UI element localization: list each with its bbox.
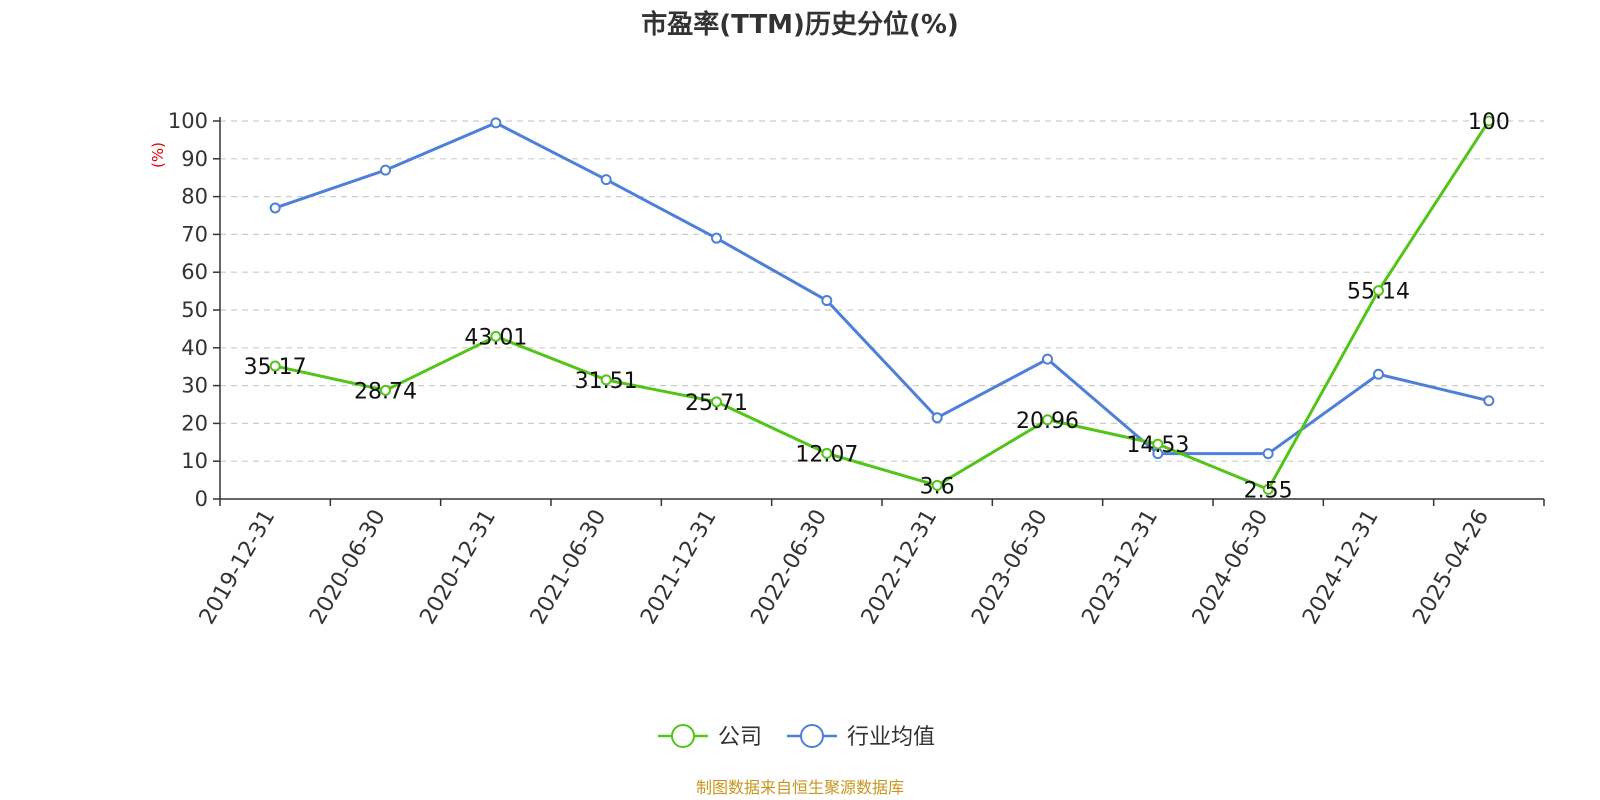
chart-title: 市盈率(TTM)历史分位(%) [641, 9, 959, 40]
data-point [380, 384, 391, 396]
x-tick-label: 2020-06-30 [305, 506, 391, 629]
data-point [490, 330, 502, 342]
y-tick-label: 70 [181, 222, 208, 246]
legend-item-industry-average[interactable]: 行业均值 [787, 724, 935, 750]
x-tick-label: 2021-12-31 [636, 506, 722, 629]
data-label: 55.14 [1347, 280, 1410, 305]
data-label: 25.71 [685, 391, 748, 416]
data-point [600, 174, 612, 186]
data-label: 2.55 [1244, 478, 1293, 503]
data-point [600, 374, 612, 386]
data-point [1042, 353, 1053, 365]
y-tick-label: 20 [181, 411, 208, 435]
y-tick-label: 10 [181, 449, 208, 473]
y-tick-label: 30 [181, 374, 208, 398]
data-point [1483, 115, 1495, 127]
x-tick-label: 2020-12-31 [415, 506, 501, 629]
data-point [1483, 395, 1495, 407]
data-point [1262, 448, 1274, 460]
y-tick-label: 40 [181, 336, 208, 360]
data-label: 100 [1468, 110, 1510, 135]
x-tick-label: 2021-06-30 [526, 506, 612, 629]
legend-item-company[interactable]: 公司 [658, 724, 762, 750]
legend-label: 公司 [718, 725, 762, 750]
data-point [490, 117, 502, 129]
x-axis: 2019-12-31 2020-06-30 2020-12-31 2021-06-30… [195, 498, 1545, 629]
data-point [1152, 438, 1164, 450]
series-line [274, 120, 1491, 491]
data-point [1262, 483, 1274, 495]
legend: 公司 行业均值 [658, 724, 935, 750]
data-label: 20.96 [1016, 409, 1079, 434]
x-tick-label: 2023-06-30 [967, 506, 1053, 629]
data-point [711, 396, 722, 408]
grid-lines [220, 120, 1544, 462]
x-tick-label: 2024-12-31 [1298, 506, 1384, 629]
x-tick-label: 2019-12-31 [195, 506, 281, 629]
y-tick-label: 60 [181, 260, 208, 284]
data-point [931, 412, 943, 424]
y-axis: 0 10 20 30 40 50 60 70 80 90 100 [168, 109, 221, 511]
legend-marker [671, 724, 695, 748]
source-note: 制图数据来自恒生聚源数据库 [696, 778, 904, 797]
series-line [274, 121, 1490, 456]
y-tick-label: 50 [181, 298, 208, 322]
x-tick-label: 2022-06-30 [746, 506, 832, 629]
data-labels: 35.17 28.74 43.01 31.51 25.71 12.07 3.6 20.96 14… [244, 110, 1510, 503]
legend-label: 行业均值 [847, 725, 935, 750]
data-point [931, 479, 943, 491]
y-tick-label: 100 [168, 109, 208, 133]
data-label: 14.53 [1126, 433, 1189, 458]
y-tick-label: 90 [181, 147, 208, 171]
data-label: 28.74 [354, 379, 417, 404]
data-point [1373, 285, 1384, 297]
data-point [1042, 414, 1053, 426]
data-point [711, 232, 722, 244]
series-industry-average [269, 117, 1495, 460]
data-label: 31.51 [575, 369, 638, 394]
data-point [1373, 368, 1384, 380]
data-point [269, 360, 281, 372]
x-tick-label: 2025-04-26 [1408, 506, 1494, 629]
data-label: 3.6 [920, 474, 955, 499]
y-tick-label: 0 [195, 487, 208, 511]
series-company [269, 115, 1495, 495]
x-tick-label: 2024-06-30 [1188, 506, 1274, 629]
x-tick-label: 2022-12-31 [857, 506, 943, 629]
x-tick-label: 2023-12-31 [1077, 506, 1163, 629]
series-layer [269, 115, 1495, 495]
legend-marker [800, 724, 824, 748]
data-label: 12.07 [795, 442, 858, 467]
data-point [821, 447, 833, 459]
data-point [269, 202, 281, 214]
y-axis-label: (%) [149, 142, 167, 168]
data-point [821, 295, 833, 307]
data-point [380, 164, 391, 176]
data-label: 35.17 [244, 355, 307, 380]
y-tick-label: 80 [181, 185, 208, 209]
data-label: 43.01 [464, 325, 527, 350]
